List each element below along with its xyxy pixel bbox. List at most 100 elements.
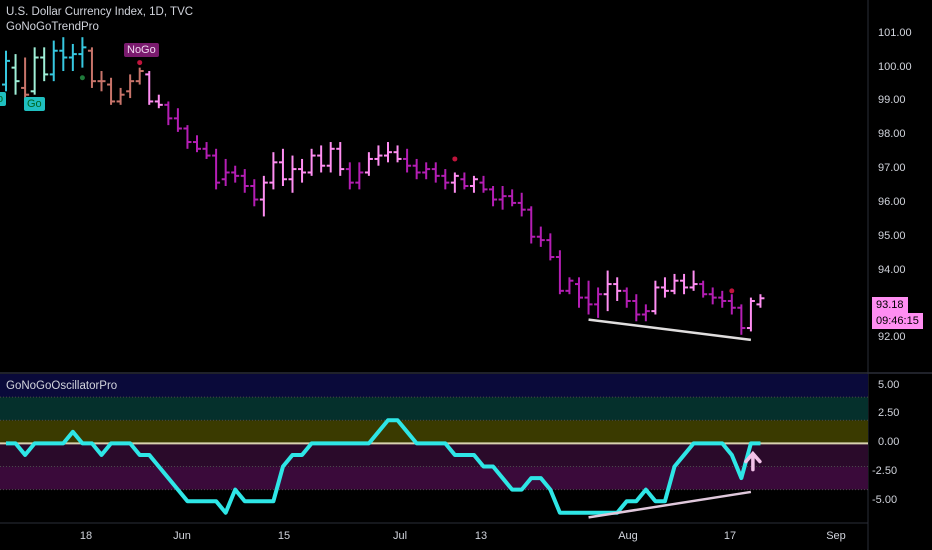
ohlc-bar	[336, 142, 345, 176]
ohlc-bar	[97, 71, 106, 92]
ohlc-bar	[651, 280, 660, 315]
ohlc-bar	[11, 54, 20, 95]
signal-dot	[729, 288, 735, 294]
ohlc-bar	[183, 125, 192, 149]
ohlc-bar	[145, 71, 154, 105]
ohlc-bar	[546, 233, 555, 261]
ohlc-bar	[126, 74, 135, 99]
oscillator-tick-label: -5.00	[872, 494, 898, 507]
ohlc-bar	[269, 152, 278, 190]
ohlc-bar	[441, 169, 450, 190]
price-tick-label: 94.00	[878, 263, 906, 276]
ohlc-bar	[498, 186, 507, 210]
ohlc-bar	[489, 186, 498, 207]
oscillator-title: GoNoGoOscillatorPro	[6, 380, 118, 392]
signal-dot	[137, 60, 143, 66]
ohlc-bar	[613, 277, 622, 301]
ohlc-bar	[469, 175, 478, 193]
ohlc-bar	[21, 57, 30, 105]
ohlc-bar	[660, 277, 669, 298]
ohlc-bar	[30, 47, 39, 95]
ohlc-bar	[708, 287, 717, 305]
ohlc-bar	[40, 47, 49, 82]
chart-title: U.S. Dollar Currency Index, 1D, TVC	[6, 6, 194, 18]
up-arrow-icon	[744, 450, 762, 472]
ohlc-bar	[412, 158, 421, 180]
ohlc-bar	[173, 108, 182, 132]
price-tick-label: 101.00	[878, 26, 912, 39]
ohlc-bar	[431, 162, 440, 183]
ohlc-bar	[326, 142, 335, 173]
ohlc-bar	[374, 145, 383, 166]
ohlc-bar	[565, 277, 574, 295]
price-tick-label: 97.00	[878, 162, 906, 175]
oscillator-tick-label: 0.00	[878, 436, 900, 449]
ohlc-bar	[594, 287, 603, 318]
ohlc-bar	[527, 206, 536, 244]
zone-band	[0, 420, 868, 444]
ohlc-bar	[450, 172, 459, 193]
ohlc-bar	[403, 148, 412, 173]
ohlc-bar	[212, 148, 221, 190]
ohlc-bar	[508, 189, 517, 207]
time-tick-label: Aug	[618, 530, 638, 542]
signal-dot	[79, 75, 85, 81]
price-tick-label: 96.00	[878, 195, 906, 208]
time-tick-label: Jun	[173, 530, 191, 542]
ohlc-bar	[517, 192, 526, 217]
ohlc-bar	[202, 142, 211, 159]
price-bars	[2, 37, 765, 335]
ohlc-bar	[670, 273, 679, 295]
time-tick-label: 17	[723, 530, 737, 542]
ohlc-bar	[393, 145, 402, 163]
ohlc-bar	[536, 226, 545, 247]
ohlc-bar	[250, 179, 259, 207]
go-tag-partial: o	[0, 92, 7, 106]
oscillator-line	[6, 418, 761, 515]
ohlc-bar	[317, 145, 326, 173]
ohlc-bar	[2, 50, 10, 92]
ohlc-bar	[622, 287, 631, 308]
ohlc-bar	[460, 172, 469, 190]
ohlc-bar	[737, 304, 746, 335]
ohlc-bar	[221, 158, 230, 186]
price-tick-label: 95.00	[878, 229, 906, 242]
ohlc-bar	[689, 270, 698, 291]
ohlc-bar	[231, 165, 240, 183]
indicator-title: GoNoGoTrendPro	[6, 21, 99, 33]
time-tick-label: 18	[79, 530, 93, 542]
ohlc-bar	[345, 162, 354, 190]
ohlc-bar	[68, 43, 77, 72]
ohlc-bar	[193, 135, 201, 153]
price-tick-label: 92.00	[878, 331, 906, 344]
ohlc-bar	[575, 277, 583, 308]
ohlc-bar	[164, 101, 173, 126]
ohlc-bar	[278, 148, 287, 186]
ohlc-bar	[135, 67, 144, 85]
zone-band	[0, 374, 868, 398]
ohlc-bar	[718, 290, 727, 308]
ohlc-bar	[746, 297, 755, 332]
ohlc-bar	[107, 77, 116, 105]
price-tick-label: 99.00	[878, 94, 906, 107]
time-tick-label: Jul	[392, 530, 408, 542]
ohlc-bar	[116, 87, 125, 105]
ohlc-bar	[240, 169, 249, 193]
divergence-segment	[588, 490, 752, 519]
divergence-segment	[588, 318, 752, 342]
ohlc-bar	[727, 294, 736, 315]
oscillator-tick-label: -2.50	[872, 465, 898, 478]
oscillator-zones	[0, 374, 868, 490]
signal-dot	[452, 156, 458, 162]
ohlc-bar	[364, 152, 373, 176]
arrow-shape	[744, 450, 762, 472]
ohlc-bar	[87, 47, 96, 88]
ohlc-bar	[699, 280, 708, 298]
last-price-box: 93.18	[872, 297, 908, 313]
ohlc-bar	[355, 162, 364, 190]
time-tick-label: Sep	[826, 530, 846, 542]
ohlc-bar	[422, 162, 431, 180]
ohlc-bar	[632, 294, 641, 322]
ohlc-bar	[59, 37, 68, 72]
price-tick-label: 100.00	[878, 60, 912, 73]
